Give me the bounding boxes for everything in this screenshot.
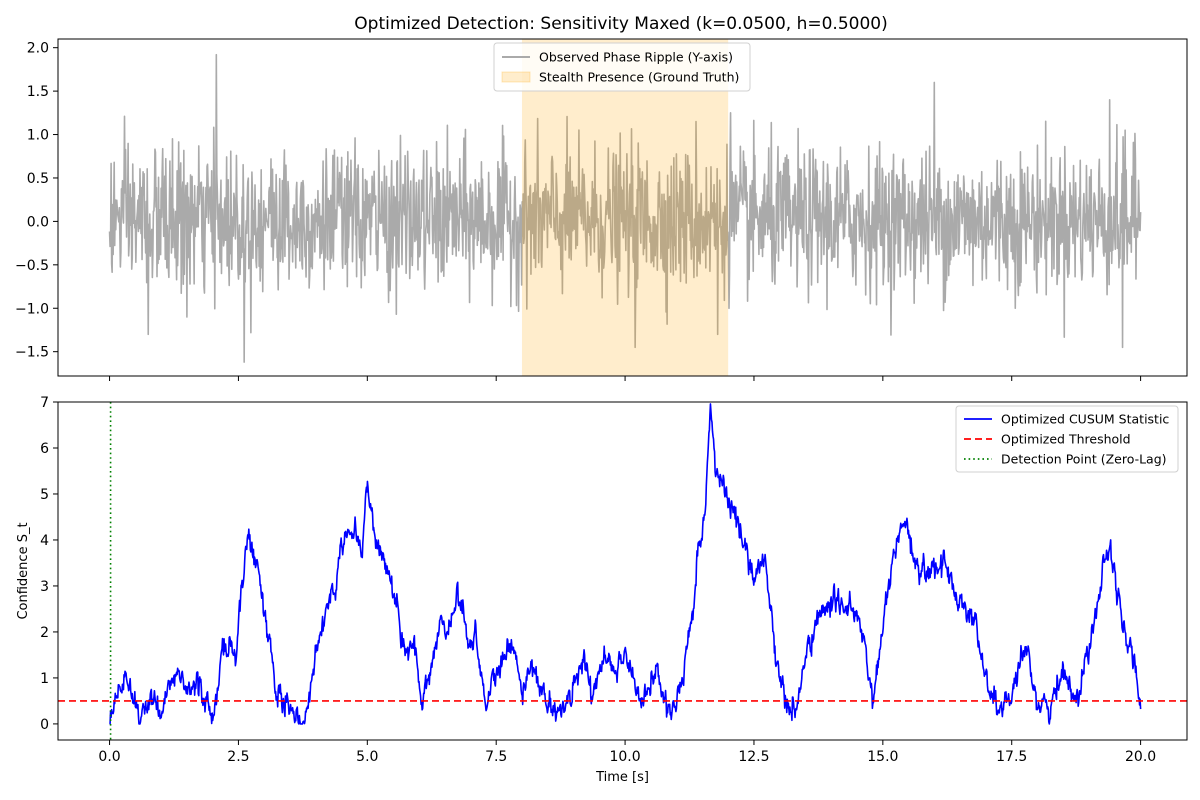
phase-ripple-line xyxy=(108,53,1142,363)
bottom-xtick-label: 7.5 xyxy=(485,749,507,765)
figure-title: Optimized Detection: Sensitivity Maxed (… xyxy=(354,14,887,34)
bottom-xtick-label: 17.5 xyxy=(996,749,1027,765)
bottom-axes-frame xyxy=(57,401,1188,741)
bottom-ytick-label: 2 xyxy=(40,625,49,641)
top-ytick-label: 1.5 xyxy=(27,84,49,100)
top-legend-label: Observed Phase Ripple (Y-axis) xyxy=(539,50,733,65)
bottom-ylabel: Confidence S_t xyxy=(16,522,31,619)
bottom-legend-label: Detection Point (Zero-Lag) xyxy=(1001,452,1167,467)
top-ytick-label: 0.0 xyxy=(27,214,49,230)
bottom-legend-label: Optimized Threshold xyxy=(1001,432,1131,447)
bottom-xtick-label: 15.0 xyxy=(867,749,898,765)
bottom-xtick-label: 5.0 xyxy=(356,749,378,765)
top-axes-frame xyxy=(57,38,1188,377)
top-legend-swatch xyxy=(501,71,531,83)
bottom-ytick-label: 6 xyxy=(40,441,49,457)
bottom-xtick-label: 10.0 xyxy=(609,749,640,765)
bottom-ytick-label: 4 xyxy=(40,533,49,549)
bottom-legend-box xyxy=(955,405,1179,473)
bottom-legend-label: Optimized CUSUM Statistic xyxy=(1001,412,1169,427)
stealth-presence-band xyxy=(521,39,729,376)
top-ytick-label: −1.0 xyxy=(15,301,49,317)
top-ytick-label: 1.0 xyxy=(27,128,49,144)
bottom-ytick-label: 7 xyxy=(40,395,49,411)
bottom-ytick-label: 5 xyxy=(40,487,49,503)
top-ytick-label: −1.5 xyxy=(15,345,49,361)
top-ytick-label: 0.5 xyxy=(27,171,49,187)
bottom-plot: 0.0 2.5 5.0 7.5 10.0 12.5 15.0 17.5 20.0 0 1 2 3 4 5 6 7… xyxy=(16,395,1188,785)
top-plot: −1.5 −1.0 −0.5 0.0 0.5 1.0 1.5 2.0 Observed Phas… xyxy=(15,38,1188,381)
top-ytick-label: −0.5 xyxy=(15,258,49,274)
bottom-ytick-label: 3 xyxy=(40,579,49,595)
bottom-xtick-label: 0.0 xyxy=(98,749,120,765)
top-legend-box xyxy=(493,42,751,92)
bottom-xtick-label: 20.0 xyxy=(1125,749,1156,765)
bottom-xtick-label: 2.5 xyxy=(227,749,249,765)
bottom-ytick-label: 0 xyxy=(40,717,49,733)
bottom-xlabel: Time [s] xyxy=(595,770,649,785)
top-legend: Observed Phase Ripple (Y-axis) Stealth Pr… xyxy=(493,42,751,92)
top-ytick-label: 2.0 xyxy=(27,41,49,57)
bottom-legend: Optimized CUSUM Statistic Optimized Thres… xyxy=(955,405,1179,473)
cusum-statistic-line xyxy=(109,403,1142,725)
bottom-xtick-label: 12.5 xyxy=(738,749,769,765)
top-legend-label: Stealth Presence (Ground Truth) xyxy=(539,70,739,85)
bottom-ytick-label: 1 xyxy=(40,671,49,687)
